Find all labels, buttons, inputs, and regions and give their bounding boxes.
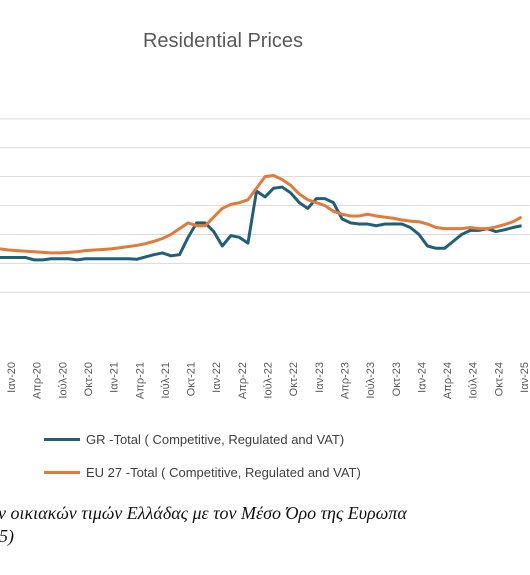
legend-swatch-gr	[44, 438, 80, 441]
x-tick-label: Απρ-20	[32, 362, 44, 399]
legend-item-eu: EU 27 -Total ( Competitive, Regulated an…	[44, 465, 361, 480]
x-tick-label: Ιαν-25	[519, 362, 530, 393]
chart-area: Residential Prices Ιαν-20 Απρ-20 Ιούλ-20 Οκ…	[0, 30, 530, 480]
x-tick-label: Ιούλ-21	[160, 362, 172, 399]
legend-label-eu: EU 27 -Total ( Competitive, Regulated an…	[86, 465, 361, 480]
x-tick-label: Ιαν-24	[416, 362, 428, 393]
x-tick-label: Ιούλ-24	[468, 362, 480, 399]
x-tick-label: Ιούλ-23	[365, 362, 377, 399]
x-tick-label: Απρ-24	[442, 362, 454, 399]
x-tick-label: Οκτ-21	[186, 362, 198, 396]
gridlines	[0, 118, 530, 293]
line-chart: Ιαν-20 Απρ-20 Ιούλ-20 Οκτ-20 Ιαν-21 Απρ-21 Ιού…	[0, 118, 530, 399]
legend-item-gr: GR -Total ( Competitive, Regulated and V…	[44, 432, 344, 447]
x-tick-label: Ιούλ-22	[263, 362, 275, 399]
x-tick-label: Ιαν-21	[109, 362, 121, 393]
x-tick-label: Οκτ-24	[493, 362, 505, 396]
x-tick-label: Ιαν-22	[211, 362, 223, 393]
series-line-eu	[0, 174, 523, 255]
chart-title: Residential Prices	[142, 30, 304, 52]
x-tick-label: Οκτ-20	[83, 362, 95, 396]
legend-label-gr: GR -Total ( Competitive, Regulated and V…	[86, 432, 345, 447]
figure-caption-line-2: 25)	[0, 526, 14, 546]
x-tick-label: Οκτ-22	[288, 362, 300, 396]
legend-swatch-eu	[44, 471, 80, 474]
x-tick-label: Απρ-21	[134, 362, 146, 399]
x-tick-label: Απρ-23	[339, 362, 351, 399]
x-tick-label: Οκτ-23	[391, 362, 403, 396]
x-tick-label: Απρ-22	[237, 362, 249, 399]
x-axis-ticks: Ιαν-20 Απρ-20 Ιούλ-20 Οκτ-20 Ιαν-21 Απρ-21 Ιού…	[6, 362, 530, 399]
x-tick-label: Ιαν-20	[6, 362, 18, 393]
x-tick-label: Ιαν-23	[314, 362, 326, 393]
figure-caption-line-1: ν οικιακών τιμών Ελλάδας με τον Μέσο Όρο…	[0, 503, 407, 523]
x-tick-label: Ιούλ-20	[57, 362, 69, 399]
series-line-gr	[0, 185, 522, 262]
series-lines	[0, 174, 523, 262]
